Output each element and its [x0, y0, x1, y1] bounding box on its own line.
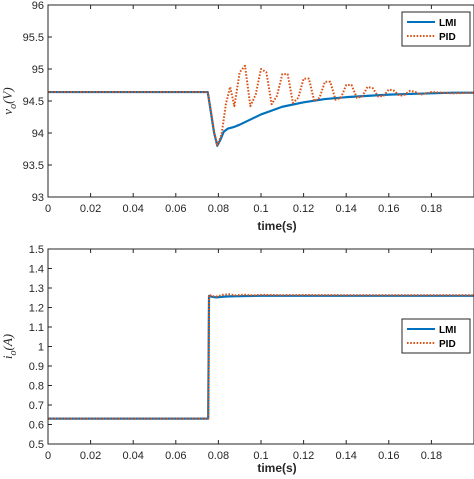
x-tick-label: 0.02: [80, 450, 101, 462]
legend-box: [401, 11, 471, 47]
y-tick-label: 94.5: [23, 96, 44, 108]
x-tick-label: 0.18: [421, 203, 442, 215]
series-line-lmi: [48, 90, 474, 147]
legend-label-lmi: LMI: [439, 325, 456, 336]
x-axis-label: time(s): [257, 461, 296, 475]
y-axis-label: io(A): [0, 334, 19, 359]
y-axis-label-main: v: [0, 109, 15, 115]
y-axis-label-subscript: o: [8, 350, 19, 355]
chart-panel-2: 0 0.02 0.04 0.06 0.08 0.1 0.12 0.14 0.16 0.18 0.5 0…: [0, 244, 474, 475]
x-tick-label: 0: [45, 203, 51, 215]
y-tick-label: 0.5: [29, 439, 44, 451]
y-tick-label: 93: [32, 192, 44, 204]
y-tick-label: 1.5: [29, 244, 44, 256]
series-line-pid: [48, 293, 474, 420]
axes-box: [47, 4, 474, 198]
x-tick-label: 0.14: [335, 450, 356, 462]
legend: LMI PID: [401, 318, 471, 354]
y-tick-label: 1: [38, 342, 44, 354]
legend-box: [401, 318, 471, 354]
series-line-pid: [48, 64, 474, 147]
x-tick-label: 0.1: [253, 203, 268, 215]
y-tick-label: 93.5: [23, 160, 44, 172]
y-axis-label-subscript: o: [8, 104, 19, 109]
y-tick-label: 0.8: [29, 381, 44, 393]
x-tick-label: 0.16: [378, 203, 399, 215]
chart-panel-1: 0 0.02 0.04 0.06 0.08 0.1 0.12 0.14 0.16 0.18 93 93…: [0, 0, 474, 233]
x-tick-label: 0: [45, 450, 51, 462]
legend: LMI PID: [401, 11, 471, 47]
y-tick-label: 0.7: [29, 400, 44, 412]
y-axis-label-unit: (V): [0, 87, 15, 104]
x-tick-label: 0.08: [208, 450, 229, 462]
x-tick-label: 0.14: [335, 203, 356, 215]
x-tick-label: 0.08: [208, 203, 229, 215]
x-tick-label: 0.12: [293, 450, 314, 462]
x-tick-label: 0.02: [80, 203, 101, 215]
y-tick-label: 0.6: [29, 420, 44, 432]
x-tick-label: 0.04: [122, 203, 143, 215]
y-tick-label: 1.1: [29, 322, 44, 334]
y-tick-label: 1.2: [29, 303, 44, 315]
x-axis-label: time(s): [257, 219, 296, 233]
legend-label-pid: PID: [439, 339, 456, 350]
x-tick-label: 0.18: [421, 450, 442, 462]
x-tick-label: 0.04: [122, 450, 143, 462]
y-tick-label: 95.5: [23, 32, 44, 44]
y-tick-label: 0.9: [29, 361, 44, 373]
x-tick-label: 0.06: [165, 450, 186, 462]
x-tick-label: 0.06: [165, 203, 186, 215]
y-axis-label-unit: (A): [0, 334, 15, 351]
legend-label-pid: PID: [439, 32, 456, 43]
y-tick-label: 94: [32, 128, 44, 140]
x-tick-label: 0.1: [253, 450, 268, 462]
y-tick-label: 95: [32, 64, 44, 76]
axes-box: [47, 248, 474, 445]
x-tick-label: 0.16: [378, 450, 399, 462]
x-tick-label: 0.12: [293, 203, 314, 215]
y-axis-label-main: i: [0, 355, 15, 359]
y-tick-label: 1.3: [29, 283, 44, 295]
y-tick-label: 1.4: [29, 264, 44, 276]
legend-label-lmi: LMI: [439, 18, 456, 29]
y-axis-label: vo(V): [0, 87, 19, 114]
y-tick-label: 96: [32, 0, 44, 12]
